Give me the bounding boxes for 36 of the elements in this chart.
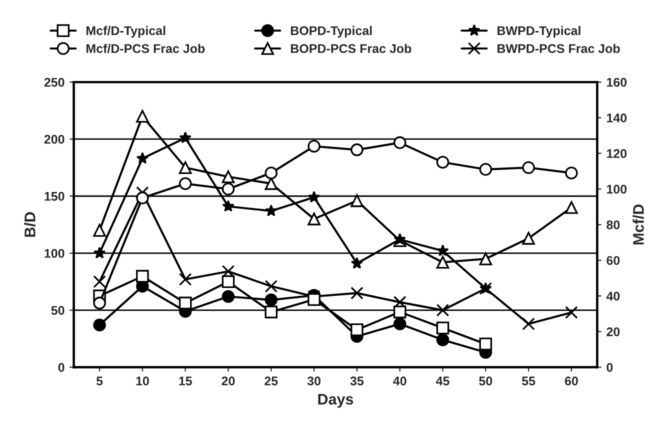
y2-tick-label: 100 — [607, 184, 627, 194]
x-tick-label: 40 — [393, 376, 406, 386]
x-tick-label: 50 — [479, 376, 492, 386]
y2-tick-label: 20 — [606, 327, 620, 336]
y-tick-label: 150 — [44, 192, 64, 201]
y2-tick-label: 0 — [606, 363, 613, 372]
x-tick-label: 15 — [179, 376, 192, 386]
legend-label: BWPD-PCS Frac Job — [498, 44, 620, 54]
y-axis-title: B/D — [24, 212, 36, 237]
y-tick-label: 100 — [44, 248, 64, 258]
y2-tick-label: 40 — [606, 292, 620, 301]
y2-tick-label: 60 — [606, 256, 620, 265]
legend-label: BWPD-Typical — [498, 26, 580, 38]
y2-axis-title: Mcf/D — [632, 204, 644, 244]
y-tick-label: 50 — [51, 306, 64, 315]
y-tick-label: 200 — [44, 134, 64, 144]
y2-tick-label: 80 — [606, 220, 620, 230]
x-tick-label: 5 — [96, 376, 103, 386]
y-tick-label: 0 — [58, 363, 64, 372]
y2-tick-label: 120 — [607, 149, 627, 158]
legend-label: Mcf/D-Typical — [86, 26, 166, 38]
y-tick-label: 250 — [44, 78, 64, 87]
legend-label: Mcf/D-PCS Frac Job — [86, 44, 205, 54]
x-tick-label: 10 — [136, 376, 149, 386]
x-tick-label: 30 — [307, 376, 320, 386]
x-tick-label: 35 — [350, 376, 364, 386]
y2-tick-label: 160 — [607, 78, 627, 87]
y2-tick-label: 140 — [607, 114, 627, 122]
x-tick-label: 45 — [436, 376, 450, 386]
legend-label: BOPD-Typical — [290, 26, 372, 38]
x-tick-label: 60 — [564, 376, 578, 386]
x-tick-label: 20 — [222, 376, 235, 386]
x-axis-title: Days — [318, 394, 354, 408]
legend-label: BOPD-PCS Frac Job — [290, 44, 412, 54]
x-tick-label: 55 — [522, 376, 536, 386]
x-tick-label: 25 — [264, 376, 278, 386]
